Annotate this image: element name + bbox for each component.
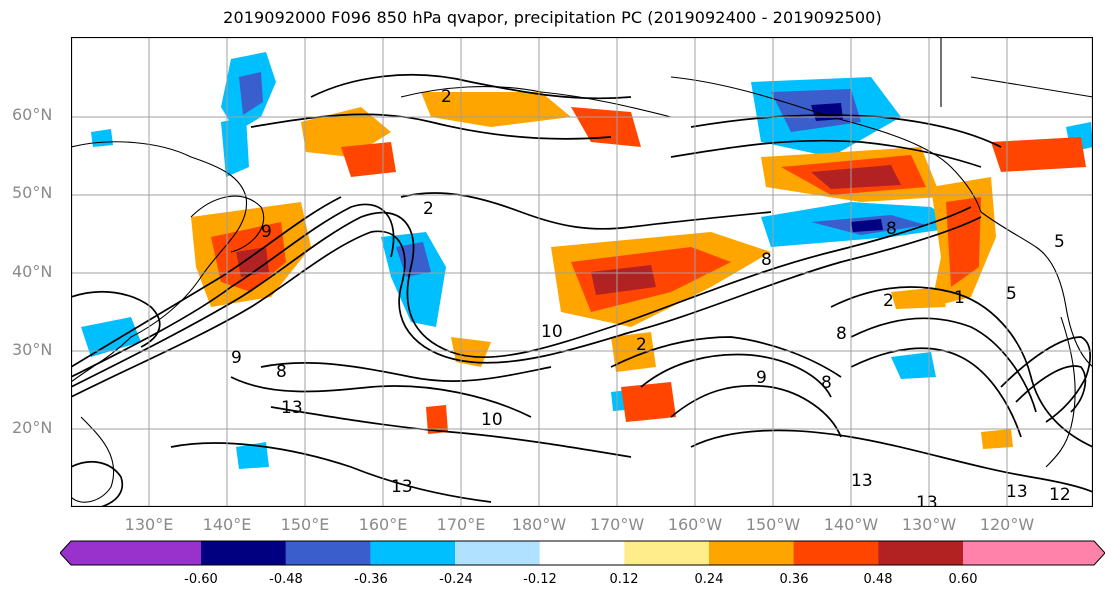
- lat-label: 60°N: [12, 105, 53, 124]
- contour-label: 2: [883, 291, 894, 311]
- contour-label: 9: [231, 348, 242, 368]
- colorbar-tick: -0.12: [523, 572, 557, 587]
- contour-label: 8: [276, 362, 287, 382]
- lon-label: 180°W: [511, 515, 567, 534]
- colorbar: [60, 540, 1105, 566]
- colorbar-tick: 0.48: [863, 572, 893, 587]
- map-frame: [71, 37, 1093, 507]
- contour-label: 10: [541, 322, 563, 342]
- contour-label: 8: [821, 373, 832, 393]
- contour-label: 2: [636, 335, 647, 355]
- colorbar-tick: 0.24: [694, 572, 724, 587]
- colorbar-swatch: [285, 541, 371, 565]
- lat-label: 30°N: [12, 340, 53, 359]
- contour-label: 8: [836, 324, 847, 344]
- lon-label: 140°W: [823, 515, 879, 534]
- colorbar-swatch: [60, 541, 201, 565]
- graticule: [71, 37, 1093, 507]
- colorbar-swatch: [201, 541, 287, 565]
- lat-label: 40°N: [12, 262, 53, 281]
- lon-label: 160°W: [667, 515, 723, 534]
- contour-labels: 2 2 2 13 9 9 8 10 10 8 8 9 8 8 2 1 5 5 1…: [231, 87, 1071, 507]
- contour-label: 2: [441, 87, 452, 107]
- colorbar-tick: 0.60: [948, 572, 978, 587]
- colorbar-swatch: [709, 541, 795, 565]
- lon-label: 150°W: [745, 515, 801, 534]
- colorbar-tick: -0.36: [354, 572, 388, 587]
- contour-label: 8: [886, 219, 897, 239]
- contour-label: 5: [1006, 284, 1017, 304]
- lon-label: 170°E: [436, 515, 486, 534]
- lon-label: 120°W: [979, 515, 1035, 534]
- contour-label: 8: [761, 250, 772, 270]
- colorbar-tick: 0.36: [779, 572, 809, 587]
- contour-label: 13: [391, 477, 413, 497]
- colorbar-tick: 0.12: [609, 572, 639, 587]
- colorbar-tick: -0.48: [269, 572, 303, 587]
- lon-label: 170°W: [589, 515, 645, 534]
- lon-label: 140°E: [202, 515, 252, 534]
- map-title: 2019092000 F096 850 hPa qvapor, precipit…: [223, 8, 882, 27]
- colorbar-swatch: [878, 541, 964, 565]
- contour-label: 9: [261, 222, 272, 242]
- coastlines: [71, 37, 1093, 503]
- colorbar-swatches: [60, 540, 1105, 566]
- contour-label: 13: [916, 493, 938, 507]
- lon-label: 150°E: [280, 515, 330, 534]
- lon-label: 130°E: [124, 515, 174, 534]
- contour-label: 9: [756, 368, 767, 388]
- map-plot: 2 2 2 13 9 9 8 10 10 8 8 9 8 8 2 1 5 5 1…: [71, 37, 1093, 507]
- colorbar-swatch: [963, 541, 1105, 565]
- colorbar-swatch: [455, 541, 541, 565]
- colorbar-swatch: [539, 541, 625, 565]
- contour-label: 2: [423, 199, 434, 219]
- colorbar-swatch: [370, 541, 456, 565]
- lat-label: 20°N: [12, 418, 53, 437]
- contour-label: 13: [281, 398, 303, 418]
- colorbar-swatch: [793, 541, 879, 565]
- lat-label: 50°N: [12, 183, 53, 202]
- contour-label: 13: [851, 471, 873, 491]
- contour-label: 5: [1054, 232, 1065, 252]
- contour-label: 1: [954, 288, 965, 308]
- lon-label: 130°W: [901, 515, 957, 534]
- lon-label: 160°E: [358, 515, 408, 534]
- colorbar-tick: -0.24: [439, 572, 473, 587]
- contour-label: 12: [1049, 485, 1071, 505]
- contour-label: 10: [481, 410, 503, 430]
- contour-label: 13: [1006, 482, 1028, 502]
- colorbar-tick: -0.60: [184, 572, 218, 587]
- colorbar-swatch: [624, 541, 710, 565]
- colorbar-outline: [60, 540, 1105, 566]
